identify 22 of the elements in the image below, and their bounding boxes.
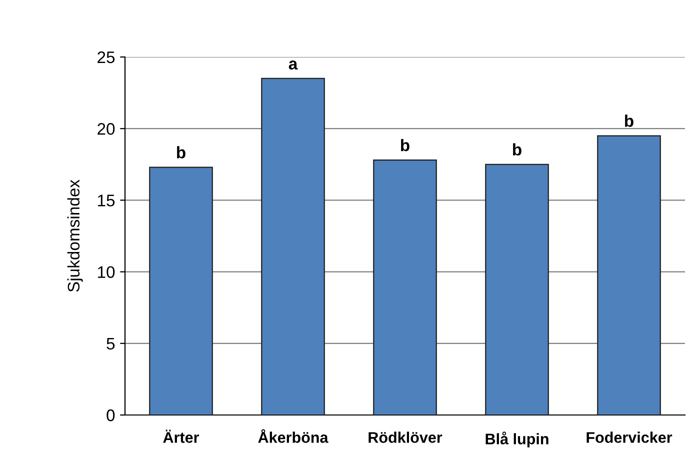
annotation: b (513, 143, 522, 156)
annotation: b (177, 146, 186, 158)
y-tick-label: 0 (106, 409, 115, 422)
y-tick-label: 20 (98, 123, 115, 135)
bar (149, 166, 213, 415)
x-tick-label: Åkerböna (258, 429, 328, 443)
y-tick-label: 25 (98, 51, 115, 64)
x-tick-label: Rödklöver (368, 432, 442, 443)
y-tick-label: 5 (106, 338, 115, 350)
y-tick-label: 15 (98, 194, 115, 206)
annotation: b (625, 114, 634, 127)
y-axis-title: Sjukdomsindex (67, 180, 83, 292)
y-tick-label: 10 (98, 266, 115, 278)
bar (373, 160, 437, 415)
bar (597, 135, 661, 415)
bar (261, 78, 325, 415)
x-tick-label: Blå lupin (486, 432, 548, 448)
bar (485, 164, 549, 415)
annotation: a (288, 60, 298, 70)
x-tick-label: Fodervicker (586, 432, 672, 443)
x-tick-label: Ärter (163, 430, 200, 443)
annotation: b (401, 139, 410, 152)
